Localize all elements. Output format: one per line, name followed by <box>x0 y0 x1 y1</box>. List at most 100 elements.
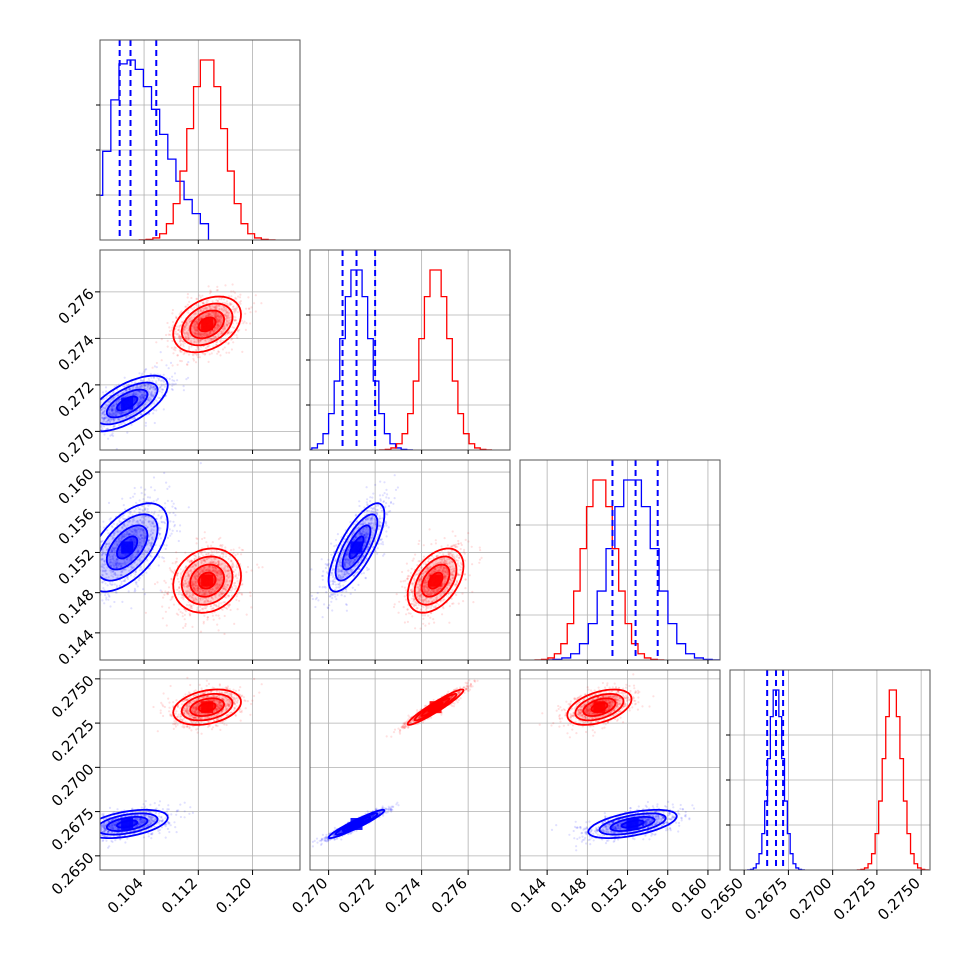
scatter-point <box>101 573 104 576</box>
scatter-point <box>225 307 228 310</box>
scatter-point <box>134 570 137 574</box>
scatter-point <box>193 326 196 329</box>
scatter-point <box>245 571 248 574</box>
scatter-point <box>101 581 104 584</box>
scatter-point <box>105 569 108 572</box>
scatter-point <box>383 481 386 484</box>
scatter-point <box>230 348 233 351</box>
scatter-point <box>134 532 137 535</box>
scatter-point <box>250 569 253 572</box>
scatter-point <box>214 336 217 339</box>
scatter-point <box>215 317 218 321</box>
scatter-point <box>201 537 204 541</box>
scatter-point <box>225 314 228 317</box>
scatter-point <box>204 307 207 310</box>
scatter-point <box>210 591 213 594</box>
scatter-point <box>138 499 141 502</box>
scatter-point <box>137 402 140 405</box>
scatter-point <box>193 321 196 324</box>
scatter-point <box>172 383 175 386</box>
scatter-point <box>247 296 250 299</box>
scatter-point <box>374 483 377 486</box>
scatter-point <box>190 560 193 563</box>
scatter-point <box>185 327 188 330</box>
scatter-point <box>220 316 223 319</box>
scatter-point <box>116 540 120 543</box>
scatter-point <box>134 507 138 510</box>
scatter-point <box>111 407 114 410</box>
scatter-point <box>187 573 190 576</box>
scatter-point <box>150 394 153 397</box>
scatter-point <box>132 391 135 395</box>
scatter-point <box>173 379 176 382</box>
scatter-point <box>174 330 177 333</box>
scatter-point <box>225 317 228 320</box>
scatter-point <box>110 408 113 411</box>
scatter-point <box>211 569 215 572</box>
scatter-point <box>102 418 105 421</box>
scatter-point <box>141 379 144 383</box>
scatter-point <box>142 588 145 591</box>
scatter-point <box>163 579 166 583</box>
scatter-point <box>238 328 241 331</box>
scatter-point <box>162 557 165 560</box>
scatter-point <box>102 587 105 590</box>
scatter-point <box>118 562 121 565</box>
scatter-point <box>180 596 183 599</box>
scatter-point <box>201 294 204 297</box>
scatter-point <box>193 341 196 344</box>
scatter-point <box>104 570 107 573</box>
scatter-point <box>173 372 177 375</box>
scatter-point <box>208 305 211 308</box>
scatter-point <box>217 350 220 353</box>
scatter-point <box>158 390 161 393</box>
scatter-point <box>117 564 120 568</box>
scatter-point <box>193 313 196 316</box>
scatter-point <box>129 558 132 561</box>
scatter-point <box>214 567 218 570</box>
scatter-point <box>240 553 243 556</box>
scatter-point <box>129 556 132 560</box>
scatter-point <box>323 603 326 606</box>
scatter-point <box>141 394 144 397</box>
scatter-point <box>142 498 145 501</box>
scatter-point <box>115 586 119 589</box>
scatter-point <box>237 574 241 577</box>
scatter-point <box>204 340 207 343</box>
scatter-point <box>196 587 199 590</box>
scatter-point <box>108 518 111 521</box>
scatter-point <box>128 414 131 417</box>
scatter-point <box>182 596 185 599</box>
scatter-point <box>261 566 264 569</box>
scatter-point <box>140 541 143 545</box>
scatter-point <box>137 402 140 405</box>
scatter-point <box>132 412 135 415</box>
scatter-point <box>193 323 197 326</box>
scatter-point <box>225 319 228 322</box>
scatter-point <box>196 329 199 332</box>
scatter-point <box>193 326 196 329</box>
scatter-point <box>215 327 218 330</box>
scatter-point <box>111 550 114 554</box>
scatter-point <box>199 333 202 336</box>
scatter-point <box>116 562 119 565</box>
scatter-point <box>196 570 199 574</box>
scatter-point <box>226 325 229 328</box>
scatter-point <box>204 307 207 310</box>
scatter-point <box>172 502 175 505</box>
scatter-point <box>120 582 123 586</box>
scatter-point <box>107 400 110 403</box>
scatter-point <box>124 524 127 528</box>
scatter-point <box>126 558 129 561</box>
scatter-point <box>149 398 152 401</box>
scatter-point <box>133 393 136 396</box>
scatter-point <box>103 569 106 573</box>
scatter-point <box>115 403 118 406</box>
scatter-point <box>223 601 226 604</box>
scatter-point <box>176 325 179 328</box>
scatter-point <box>230 303 233 306</box>
scatter-point <box>216 328 219 331</box>
scatter-point <box>102 407 105 410</box>
scatter-point <box>178 330 182 333</box>
scatter-point <box>149 393 152 396</box>
